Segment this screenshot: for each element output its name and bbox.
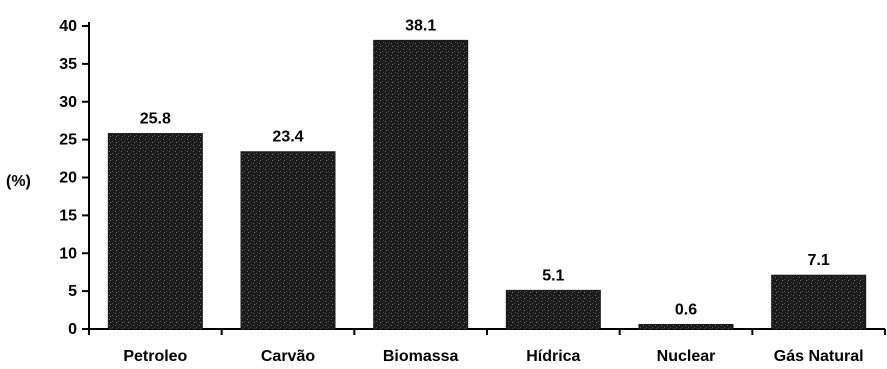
y-axis-title: (%): [6, 173, 31, 190]
category-label-4: Nuclear: [657, 348, 716, 365]
y-tick-label-2: 10: [59, 245, 77, 262]
bar-3: [505, 289, 601, 330]
value-label-4: 0.6: [675, 301, 697, 318]
value-label-1: 23.4: [272, 129, 303, 146]
y-tick-label-5: 25: [59, 132, 77, 149]
y-tick-label-6: 30: [59, 94, 77, 111]
value-label-3: 5.1: [542, 267, 564, 284]
category-label-0: Petroleo: [123, 348, 187, 365]
value-label-2: 38.1: [405, 17, 436, 34]
bar-1: [240, 151, 336, 330]
y-tick-label-0: 0: [68, 321, 77, 338]
y-tick-label-3: 15: [59, 207, 77, 224]
bar-4: [638, 323, 734, 330]
value-label-5: 7.1: [808, 252, 830, 269]
y-tick-label-4: 20: [59, 170, 77, 187]
bar-5: [771, 274, 867, 330]
y-tick-label-1: 5: [68, 283, 77, 300]
category-label-2: Biomassa: [383, 348, 459, 365]
y-tick-label-7: 35: [59, 56, 77, 73]
bar-0: [107, 133, 203, 330]
category-label-1: Carvão: [261, 348, 315, 365]
bar-2: [373, 39, 469, 330]
category-label-5: Gás Natural: [774, 348, 864, 365]
value-label-0: 25.8: [140, 111, 171, 128]
y-tick-label-8: 40: [59, 18, 77, 35]
category-label-3: Hídrica: [526, 348, 580, 365]
